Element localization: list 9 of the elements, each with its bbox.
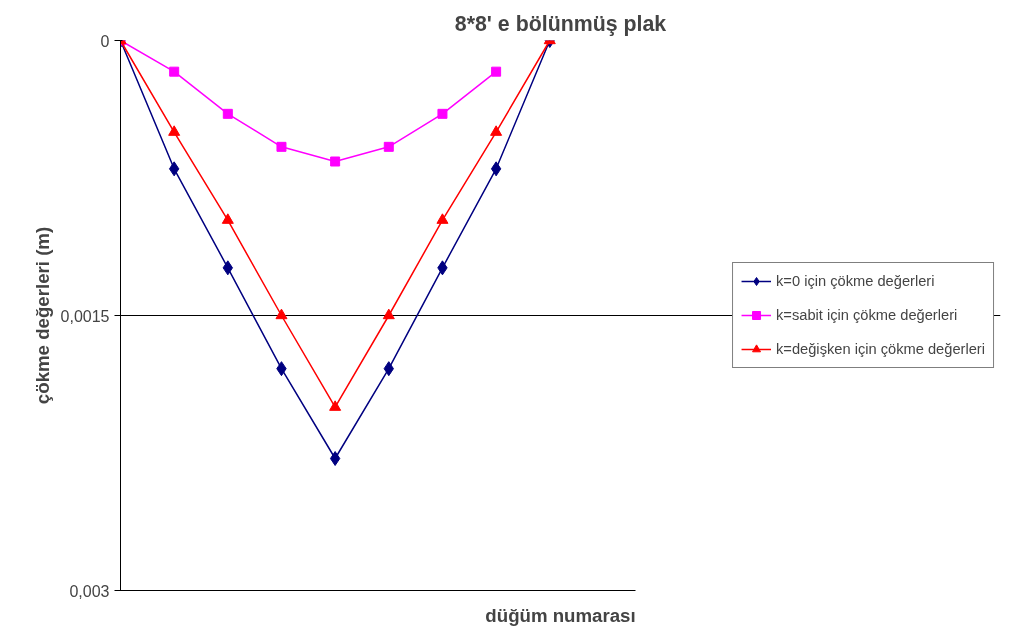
y-axis-title: çökme değerleri (m)	[31, 226, 53, 405]
x-axis-title: düğüm numarası	[485, 604, 636, 626]
chart-title: 8*8' e bölünmüş plak	[454, 11, 667, 36]
legend-label: k=0 için çökme değerleri	[776, 273, 935, 289]
y-tick-label: 0,003	[69, 582, 110, 600]
legend-label: k=sabit için çökme değerleri	[776, 307, 958, 323]
y-tick-label: 0,0015	[60, 307, 110, 325]
legend-label: k=değişken için çökme değerleri	[776, 341, 985, 357]
y-tick-label: 0	[100, 32, 110, 50]
